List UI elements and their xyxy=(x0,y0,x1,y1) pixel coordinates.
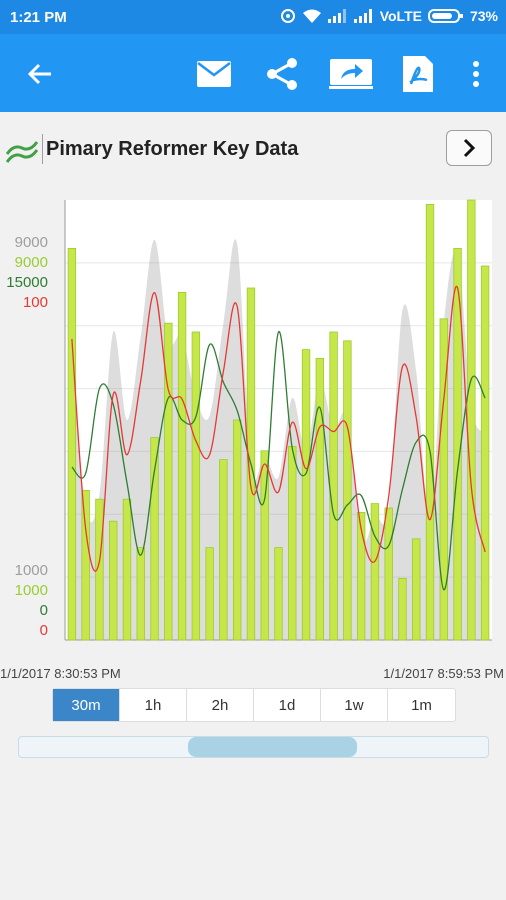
axis-max-label: 9000 xyxy=(14,254,48,271)
bar xyxy=(164,322,173,641)
bar xyxy=(177,292,187,641)
more-button[interactable] xyxy=(456,54,496,94)
bar xyxy=(288,445,297,641)
bar xyxy=(95,498,104,641)
share-button[interactable] xyxy=(262,54,302,94)
axis-min-label: 1000 xyxy=(14,582,48,599)
red-series-line xyxy=(71,285,486,572)
bar xyxy=(274,547,283,641)
network-label: VoLTE xyxy=(379,8,422,24)
chevron-right-icon xyxy=(463,138,476,158)
status-bar: 1:21 PM VoLTE 73% xyxy=(0,0,506,34)
x-start-label: 1/1/2017 8:30:53 PM xyxy=(0,666,121,681)
trend-lines-icon xyxy=(6,141,38,163)
title-row: Pimary Reformer Key Data xyxy=(0,112,506,190)
bar xyxy=(329,331,338,641)
trend-chart xyxy=(64,199,492,641)
status-time: 1:21 PM xyxy=(10,9,67,26)
bar xyxy=(425,203,435,641)
bar xyxy=(370,503,380,641)
next-button[interactable] xyxy=(446,130,492,166)
bar xyxy=(150,437,159,641)
axis-min-label: 0 xyxy=(39,622,48,639)
green-series-line xyxy=(71,331,486,591)
pdf-button[interactable] xyxy=(398,54,438,94)
alarm-icon xyxy=(280,9,295,23)
bar xyxy=(191,331,201,641)
bar xyxy=(136,547,145,641)
bar xyxy=(343,340,352,641)
signal-icon xyxy=(327,9,346,23)
bar xyxy=(109,520,118,641)
range-button-1h[interactable]: 1h xyxy=(120,689,187,721)
range-selector: 30m 1h 2h 1d 1w 1m xyxy=(52,688,456,722)
signal-icon-2 xyxy=(353,9,372,23)
chart-area: 9000 1000 9000 1000 15000 0 100 0 xyxy=(0,190,506,660)
range-button-1w[interactable]: 1w xyxy=(321,689,388,721)
title-divider xyxy=(42,134,43,164)
bar xyxy=(260,450,269,641)
axis-max-label: 9000 xyxy=(14,234,48,251)
time-window-slider[interactable] xyxy=(18,736,489,758)
x-end-label: 1/1/2017 8:59:53 PM xyxy=(383,666,504,681)
range-button-1d[interactable]: 1d xyxy=(254,689,321,721)
export-button[interactable] xyxy=(328,54,374,94)
bar xyxy=(122,498,132,641)
bar xyxy=(205,547,214,641)
pdf-icon xyxy=(403,56,433,92)
axis-max-label: 15000 xyxy=(6,274,48,291)
slider-thumb[interactable] xyxy=(187,737,357,757)
arrow-left-icon xyxy=(27,63,51,85)
bar xyxy=(301,349,311,641)
bar xyxy=(219,459,228,641)
battery-icon xyxy=(427,9,463,23)
status-icons: VoLTE 73% xyxy=(280,8,498,24)
bar xyxy=(356,511,366,641)
bar xyxy=(67,248,77,641)
bar xyxy=(412,538,421,641)
wifi-icon xyxy=(302,9,321,23)
axis-max-label: 100 xyxy=(22,294,48,311)
range-button-30m[interactable]: 30m xyxy=(53,689,120,721)
bar xyxy=(480,265,490,641)
bar xyxy=(81,489,90,641)
mail-icon xyxy=(197,61,231,87)
forward-screen-icon xyxy=(329,59,373,89)
page-title: Pimary Reformer Key Data xyxy=(46,138,299,160)
range-button-1m[interactable]: 1m xyxy=(411,696,432,714)
more-vertical-icon xyxy=(473,61,479,87)
battery-percent: 73% xyxy=(469,8,498,24)
bar xyxy=(398,577,407,641)
bar xyxy=(467,199,476,641)
bar xyxy=(315,357,325,641)
bar xyxy=(384,507,393,641)
axis-min-label: 1000 xyxy=(14,562,48,579)
bar xyxy=(439,318,448,641)
range-button-2h[interactable]: 2h xyxy=(187,689,254,721)
email-button[interactable] xyxy=(194,54,234,94)
back-button[interactable] xyxy=(20,54,60,94)
share-icon xyxy=(267,58,297,90)
bar xyxy=(232,419,242,641)
app-bar xyxy=(0,34,506,112)
axis-min-label: 0 xyxy=(39,602,48,619)
